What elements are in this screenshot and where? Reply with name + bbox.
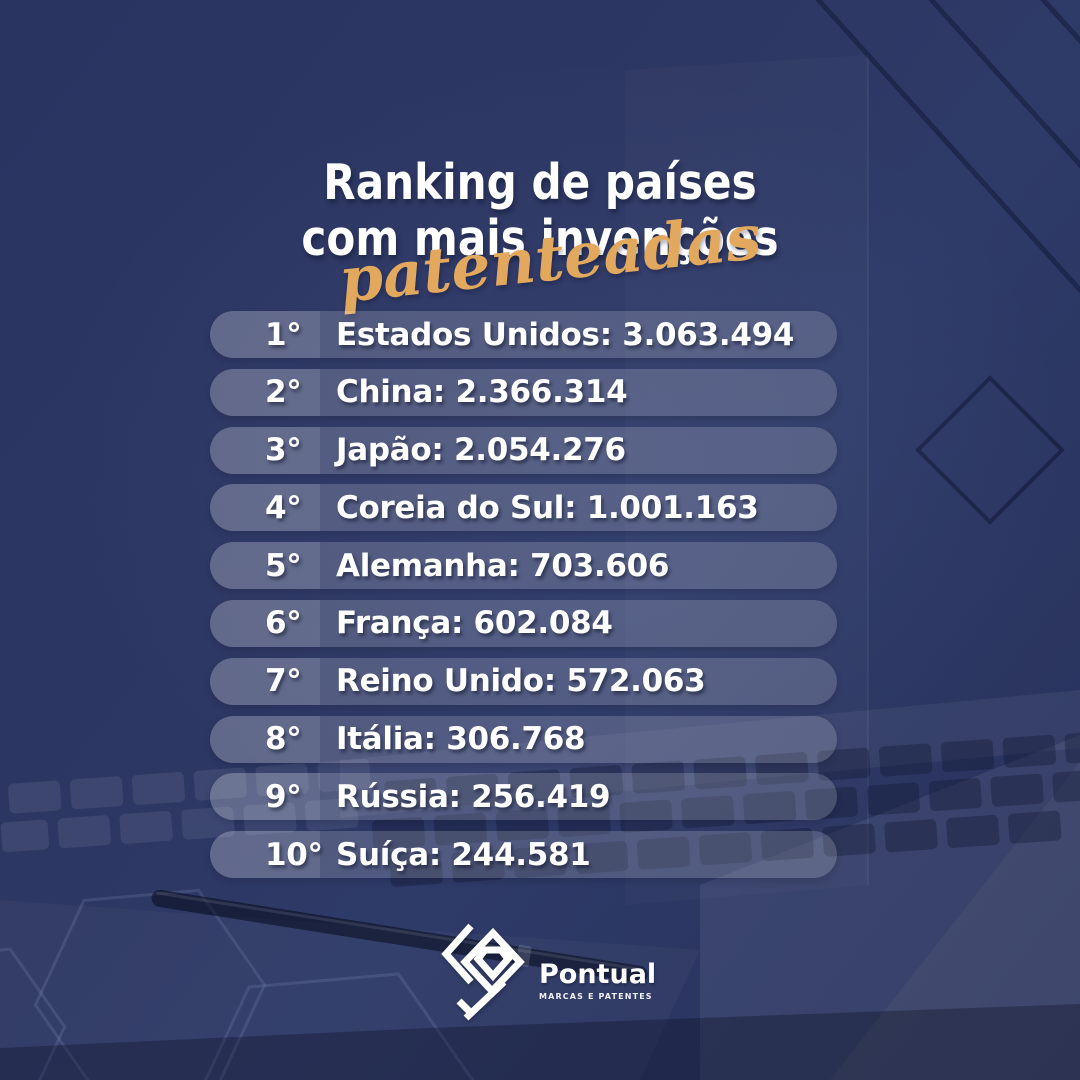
rank-number: 4°	[265, 489, 302, 526]
diagonal-lines	[815, 0, 1080, 294]
rank-badge: 6°	[210, 599, 320, 647]
logo-tail-dash	[456, 998, 476, 1018]
ranking-row-1: 1° Estados Unidos: 3.063.494	[210, 311, 837, 358]
ranking-row-10: 10° Suíça: 244.581	[210, 831, 837, 879]
rank-number: 3°	[265, 432, 302, 469]
rank-badge: 9°	[210, 773, 320, 821]
rank-number: 8°	[265, 721, 302, 758]
laptop-palmrest-bright	[830, 762, 1080, 1080]
rank-badge: 4°	[210, 484, 320, 532]
country-value-label: França: 602.084	[336, 605, 613, 642]
rank-badge: 7°	[210, 657, 320, 705]
laptop-deck-band	[340, 690, 1080, 818]
logo-gem	[473, 946, 513, 982]
country-value-label: Alemanha: 703.606	[336, 547, 670, 584]
pen	[151, 889, 648, 983]
rank-number: 9°	[265, 778, 302, 815]
hexagon-outlines	[0, 888, 487, 1080]
desk-edge-shadow	[0, 1004, 1080, 1080]
rank-badge: 5°	[210, 542, 320, 590]
ranking-list: 1° Estados Unidos: 3.063.494 2° China: 2…	[210, 311, 837, 879]
rank-number: 5°	[265, 547, 302, 584]
ranking-row-7: 7° Reino Unido: 572.063	[210, 657, 837, 705]
rank-number: 10°	[265, 836, 323, 873]
country-value-label: Reino Unido: 572.063	[336, 663, 706, 700]
rank-number: 6°	[265, 605, 302, 642]
brand-name: Pontual	[539, 959, 657, 990]
diamond-outline	[915, 375, 1065, 525]
logo-chevron	[441, 923, 474, 985]
country-value-label: China: 2.366.314	[336, 374, 628, 411]
ranking-row-5: 5° Alemanha: 703.606	[210, 542, 837, 590]
rank-number: 7°	[265, 663, 302, 700]
ranking-row-2: 2° China: 2.366.314	[210, 368, 837, 416]
rank-number: 2°	[265, 374, 302, 411]
ranking-row-6: 6° França: 602.084	[210, 599, 837, 647]
page-title: Ranking de países com mais invenções	[76, 155, 1005, 267]
country-value-label: Coreia do Sul: 1.001.163	[336, 489, 759, 526]
logo-text-block: Pontual MARCAS E PATENTES	[539, 961, 656, 1024]
brand-tagline: MARCAS E PATENTES	[539, 992, 653, 1001]
country-value-label: Japão: 2.054.276	[336, 432, 626, 469]
brand-logo: Pontual MARCAS E PATENTES	[437, 920, 656, 1024]
country-value-label: Suíça: 244.581	[336, 836, 591, 873]
rank-badge: 2°	[210, 368, 320, 416]
keyboard-keys-dark	[371, 730, 1080, 887]
country-value-label: Estados Unidos: 3.063.494	[336, 316, 795, 353]
country-value-label: Rússia: 256.419	[336, 778, 611, 815]
diamond-p-logo-icon	[441, 923, 525, 1021]
rank-badge: 10°	[210, 831, 323, 879]
rank-number: 1°	[265, 316, 302, 353]
ranking-row-8: 8° Itália: 306.768	[210, 715, 837, 763]
logo-diamond-outline	[460, 927, 525, 997]
ranking-row-4: 4° Coreia do Sul: 1.001.163	[210, 484, 837, 532]
rank-badge: 3°	[210, 426, 320, 474]
country-value-label: Itália: 306.768	[336, 721, 586, 758]
rank-badge: 1°	[210, 311, 320, 358]
title-line-2: com mais invenções	[301, 210, 779, 267]
rank-badge: 8°	[210, 715, 320, 763]
keyboard-keys-light	[0, 759, 371, 853]
laptop-palmrest	[700, 735, 1080, 1080]
title-line-1: Ranking de países	[323, 154, 757, 211]
ranking-row-9: 9° Rússia: 256.419	[210, 773, 837, 821]
ranking-row-3: 3° Japão: 2.054.276	[210, 426, 837, 474]
